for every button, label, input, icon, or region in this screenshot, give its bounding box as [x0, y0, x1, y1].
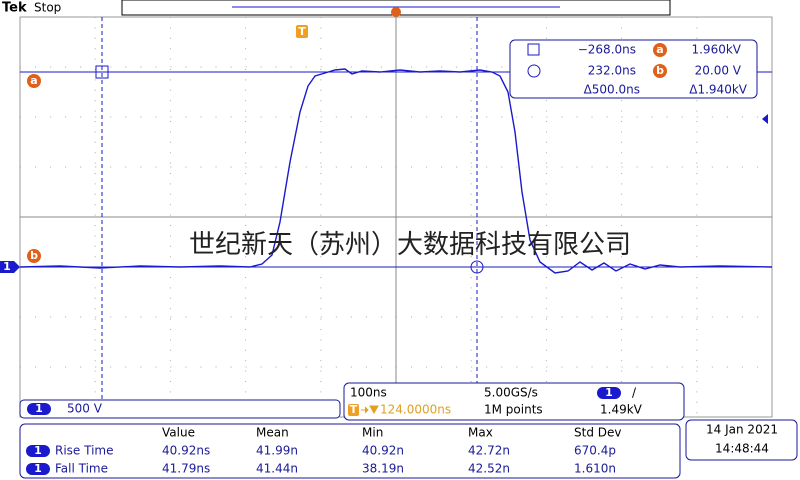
measurement-channel-badge — [26, 463, 50, 475]
trigger-marker-label: T — [298, 25, 306, 38]
time: 14:48:44 — [715, 442, 769, 456]
measurement-header: Value — [162, 426, 195, 440]
trigger-slope: / — [632, 386, 637, 400]
trigger-point-marker — [391, 7, 401, 17]
trigger-level: 1.49kV — [600, 403, 643, 417]
trigger-position-arrow — [361, 405, 379, 415]
cursor-b-label: b — [30, 249, 38, 262]
cursor-b-badge — [27, 249, 41, 263]
cursor-1-time: −268.0ns — [578, 43, 636, 57]
channel-ground-marker — [0, 261, 20, 273]
trigger-position-icon — [348, 404, 359, 416]
measurement-value: 670.4p — [574, 444, 616, 458]
status: Stop — [34, 1, 61, 15]
waveform — [19, 68, 773, 274]
readout-a-badge — [653, 43, 667, 57]
measurement-channel: 1 — [34, 444, 42, 457]
measurement-name: Fall Time — [55, 462, 108, 476]
readout-b-label: b — [656, 64, 664, 77]
readout-square-icon — [527, 43, 540, 56]
trigger-marker — [296, 25, 308, 38]
cursor-readout-box — [509, 39, 758, 99]
datetime-box — [685, 419, 798, 461]
readout-b-badge — [653, 64, 667, 78]
measurement-channel-badge — [26, 445, 50, 457]
sample-rate: 5.00GS/s — [484, 386, 538, 400]
record-length: 1M points — [484, 403, 543, 417]
cursor-a-badge — [27, 74, 41, 88]
measurement-value: 42.72n — [468, 444, 510, 458]
measurement-name: Rise Time — [55, 444, 114, 458]
measurement-value: 38.19n — [362, 462, 404, 476]
measurement-value: 41.79ns — [162, 462, 210, 476]
time-scale: 100ns — [350, 386, 387, 400]
channel-scale-box — [19, 399, 341, 419]
trigger-position: 124.0000ns — [380, 403, 451, 417]
channel-badge — [27, 403, 51, 415]
channel-badge-label: 1 — [35, 402, 43, 415]
readout-a-label: a — [656, 43, 663, 56]
measurement-value: 41.99n — [256, 444, 298, 458]
measurement-value: 40.92ns — [162, 444, 210, 458]
delta-time: Δ500.0ns — [584, 83, 640, 97]
channel-marker-label: 1 — [3, 260, 11, 273]
measurement-value: 1.610n — [574, 462, 616, 476]
measurement-value: 41.44n — [256, 462, 298, 476]
measurement-box — [19, 423, 681, 479]
measurement-header: Mean — [256, 426, 289, 440]
date: 14 Jan 2021 — [706, 423, 778, 437]
trigger-channel: 1 — [605, 386, 613, 399]
trigger-channel-badge — [597, 387, 621, 399]
cursor-2-circle — [470, 260, 484, 274]
cursor-1-square — [95, 65, 109, 79]
brand: Tek — [2, 1, 27, 16]
delta-voltage: Δ1.940kV — [689, 83, 748, 97]
trigger-level-marker — [762, 114, 768, 124]
measurement-header: Std Dev — [574, 426, 621, 440]
cursor-a-voltage: 1.960kV — [691, 43, 741, 57]
measurement-table: Value Mean Min Max Std Dev 1 Rise Time 40.92ns 4… — [26, 426, 621, 476]
measurement-value: 40.92n — [362, 444, 404, 458]
measurement-header: Min — [362, 426, 383, 440]
measurement-value: 42.52n — [468, 462, 510, 476]
cursor-a-label: a — [30, 74, 37, 87]
cursor-2-time: 232.0ns — [588, 64, 636, 78]
cursor-b-voltage: 20.00 V — [695, 64, 742, 78]
watermark: 世纪新天（苏州）大数据科技有限公司 — [189, 230, 631, 260]
trigger-position-icon-label: T — [350, 403, 358, 416]
measurement-channel: 1 — [34, 462, 42, 475]
readout-circle-icon — [527, 64, 541, 78]
measurement-header: Max — [468, 426, 493, 440]
channel-scale: 500 V — [67, 402, 103, 416]
